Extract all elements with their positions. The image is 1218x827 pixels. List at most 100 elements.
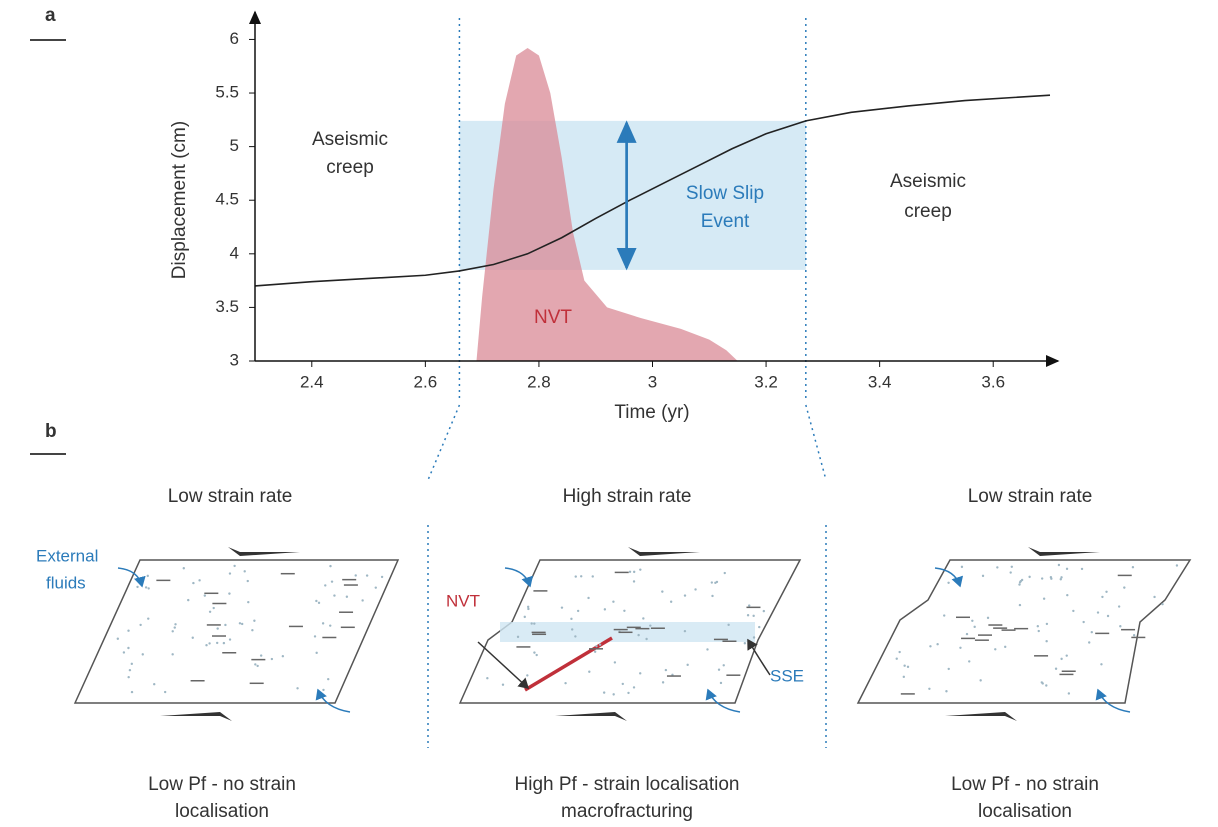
grain (315, 651, 318, 655)
grain (130, 690, 134, 694)
grain (527, 607, 530, 611)
grain (1004, 645, 1007, 649)
grain (228, 572, 232, 575)
grain (664, 668, 668, 672)
grain (526, 674, 529, 677)
grain (330, 580, 334, 583)
x-tick-label: 3.6 (981, 372, 1005, 391)
grain (191, 636, 194, 639)
grain (296, 687, 299, 690)
grain (669, 600, 673, 603)
grain (281, 655, 285, 658)
caption: Low Pf - no strain (951, 774, 1099, 795)
grain (228, 638, 232, 641)
grain (136, 585, 139, 589)
grain (973, 625, 976, 629)
nvt-area (476, 48, 738, 361)
grain (486, 676, 489, 680)
grain (380, 575, 384, 579)
grain (1060, 576, 1063, 579)
half-arrow (555, 712, 627, 721)
grain (322, 688, 325, 692)
grain (254, 663, 257, 666)
grain (354, 574, 357, 577)
fluid-arrow (1095, 688, 1131, 713)
y-tick-label: 3.5 (215, 297, 239, 316)
grain (259, 654, 263, 657)
grain (533, 651, 536, 654)
panel-title: High strain rate (563, 486, 692, 507)
grain (628, 570, 632, 573)
grain (173, 626, 176, 629)
grain (1036, 624, 1040, 628)
sse-label: Event (701, 211, 750, 232)
x-axis-label: Time (yr) (614, 402, 689, 423)
grain (570, 617, 573, 621)
grain (752, 614, 755, 618)
grain (1060, 657, 1063, 661)
caption: High Pf - strain localisation (515, 774, 740, 795)
grain (144, 586, 148, 589)
x-tick-label: 3 (648, 372, 657, 391)
grain (661, 590, 664, 593)
grain (1066, 593, 1069, 597)
panel-title: Low strain rate (968, 486, 1093, 507)
grain (623, 609, 626, 612)
grain (247, 600, 250, 604)
grain (574, 635, 577, 638)
grain (1161, 602, 1164, 606)
grain (632, 580, 636, 583)
fluids-label: External (36, 546, 98, 565)
grain (329, 624, 332, 627)
grain (174, 623, 177, 626)
grain (639, 672, 642, 675)
grain (603, 608, 607, 611)
grain (1009, 571, 1012, 574)
grain (1018, 581, 1022, 584)
grain (116, 637, 120, 640)
grain (746, 614, 750, 617)
grain (743, 642, 747, 645)
annotation: Aseismic (890, 171, 966, 192)
grain (222, 641, 226, 645)
grain (560, 606, 564, 609)
annotation: creep (904, 201, 952, 222)
grain (171, 653, 174, 656)
grain (621, 682, 624, 686)
grain (208, 642, 211, 645)
displacement-line (254, 94, 1051, 287)
grain (1082, 620, 1085, 624)
grain (327, 677, 330, 681)
grain (1067, 692, 1071, 695)
fluid-arrow (504, 567, 534, 588)
grain (683, 629, 687, 633)
macrofracture (524, 636, 613, 692)
grain (906, 665, 910, 669)
grain (591, 575, 594, 578)
grain (182, 567, 185, 570)
grain (240, 622, 244, 626)
grain (1010, 565, 1014, 568)
half-arrow (228, 547, 300, 556)
pointer (747, 638, 771, 676)
grain (1054, 667, 1058, 670)
grain (637, 633, 640, 637)
grain (228, 592, 231, 595)
grain (533, 622, 536, 625)
grain (233, 564, 236, 568)
grain (719, 681, 723, 685)
sse-window-link (427, 404, 461, 481)
grain (683, 594, 687, 597)
grain (192, 581, 195, 585)
grain (130, 662, 133, 666)
grain (146, 574, 149, 578)
grain (649, 624, 652, 627)
grain (1018, 603, 1022, 607)
grain (1106, 614, 1110, 618)
grain (661, 681, 665, 684)
grain (714, 581, 717, 585)
annotation: Aseismic (312, 129, 388, 150)
caption: Low Pf - no strain (148, 774, 296, 795)
grain (762, 609, 766, 613)
grain (994, 648, 997, 651)
